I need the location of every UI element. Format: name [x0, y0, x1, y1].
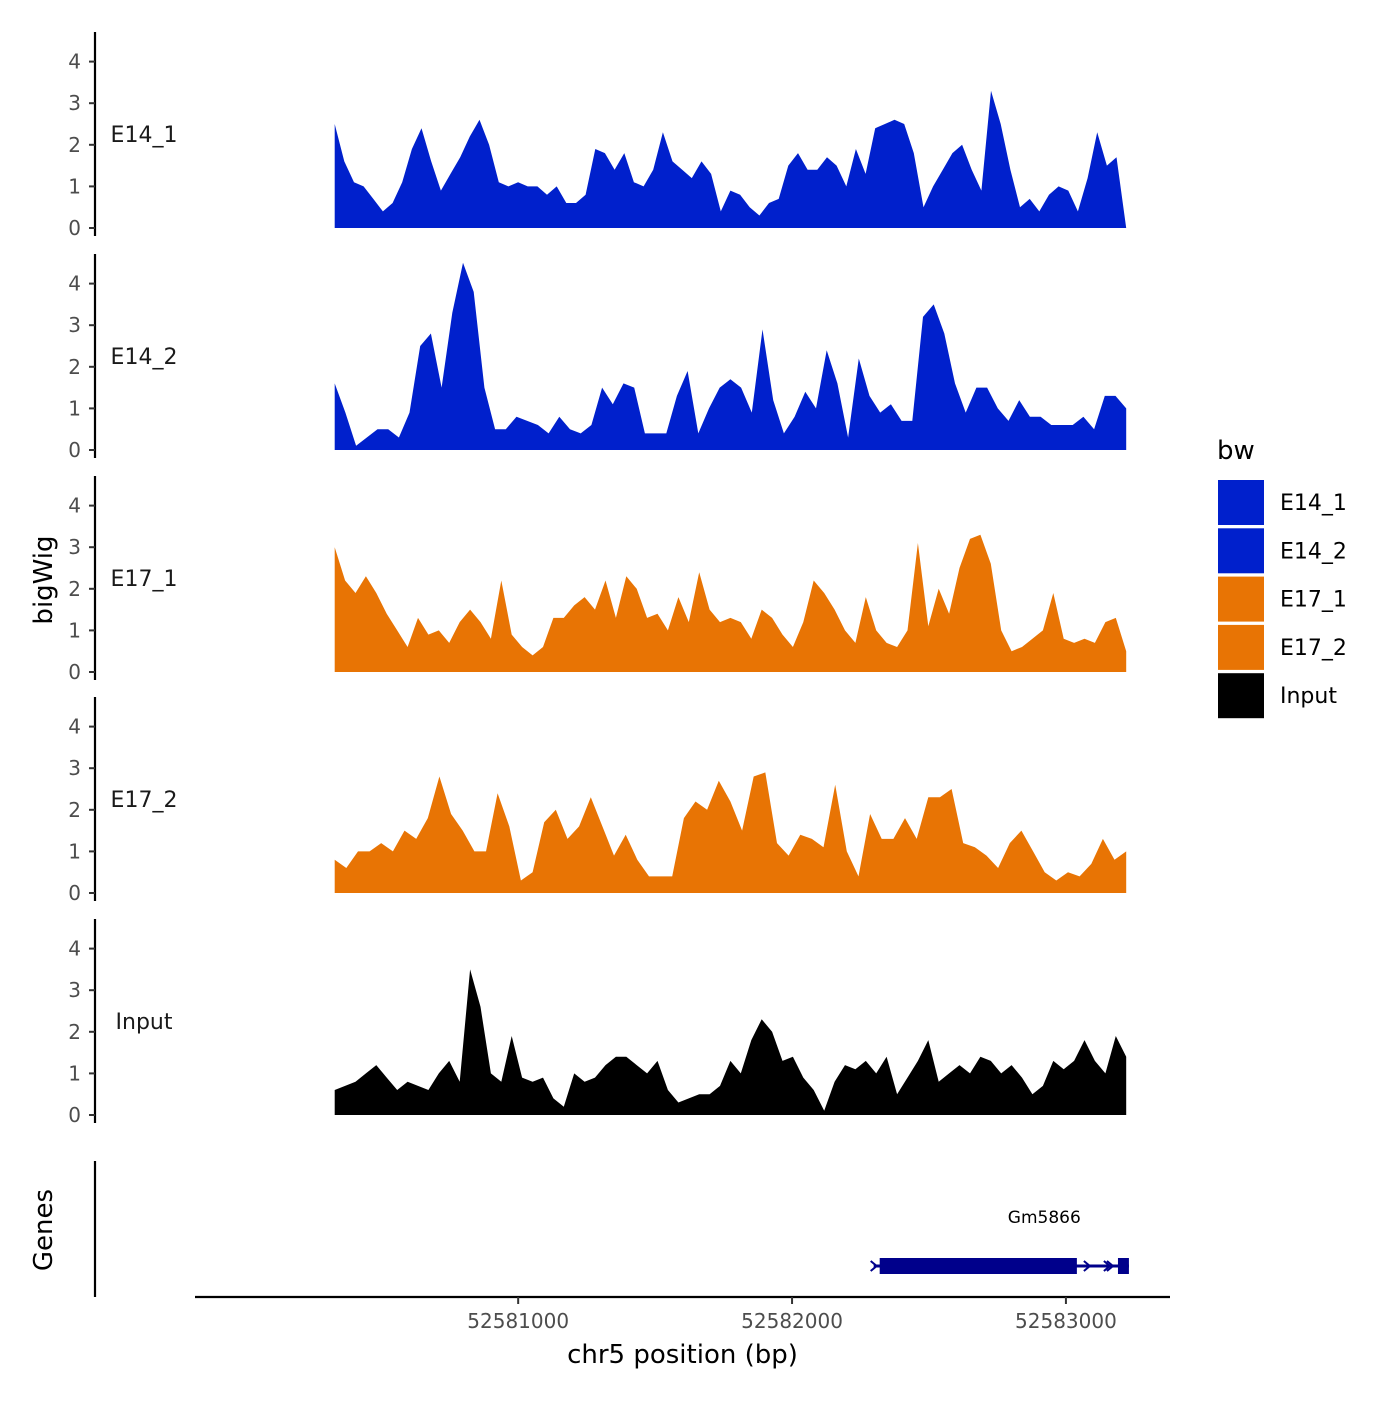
y-tick-label: 3: [68, 535, 81, 559]
coverage-area-E14_2: [334, 262, 1127, 450]
y-tick-label: 4: [68, 50, 81, 74]
y-tick-label: 2: [68, 1020, 81, 1044]
legend-item-E17_1: E17_1: [1218, 576, 1347, 622]
legend-item-Input: Input: [1218, 673, 1337, 719]
legend-label: E17_1: [1280, 588, 1347, 613]
legend-item-E14_2: E14_2: [1218, 528, 1347, 574]
y-tick-label: 1: [68, 618, 81, 642]
y-tick-label: 0: [68, 881, 81, 905]
y-tick-label: 1: [68, 839, 81, 863]
legend-item-E14_1: E14_1: [1218, 480, 1347, 525]
y-tick-label: 3: [68, 313, 81, 337]
y-tick-label: 1: [68, 396, 81, 420]
y-tick-label: 2: [68, 577, 81, 601]
y-tick-label: 0: [68, 216, 81, 240]
legend-swatch: [1218, 480, 1264, 525]
y-tick-label: 4: [68, 715, 81, 739]
gene-exon-block: [879, 1258, 1077, 1274]
track-label: E17_1: [111, 567, 178, 592]
x-axis: 52581000 52582000 52583000: [195, 1295, 1170, 1333]
y-axis-title: bigWig: [29, 535, 59, 624]
y-tick-label: 4: [68, 272, 81, 296]
gene-track: Gm5866: [93, 1161, 1129, 1297]
track-E17_1: 0 1 2 3 4 E17_1: [68, 476, 1127, 684]
x-axis-title: chr5 position (bp): [567, 1340, 798, 1370]
track-Input: 0 1 2 3 4 Input: [68, 919, 1127, 1127]
strand-arrow-icon: [870, 1260, 879, 1272]
legend-label: Input: [1280, 684, 1337, 709]
y-tick-label: 3: [68, 756, 81, 780]
legend-swatch: [1218, 624, 1264, 670]
x-tick-label: 52581000: [467, 1309, 569, 1333]
y-tick-label: 2: [68, 355, 81, 379]
y-tick-label: 3: [68, 978, 81, 1002]
genes-track-title: Genes: [29, 1189, 59, 1271]
y-tick-label: 1: [68, 1061, 81, 1085]
track-E14_1: 0 1 2 3 4 E14_1: [68, 32, 1127, 240]
y-tick-label: 2: [68, 798, 81, 822]
track-label: E14_2: [111, 345, 178, 370]
coverage-area-E14_1: [334, 90, 1127, 228]
track-label: Input: [116, 1010, 173, 1035]
gene-exon-block: [1117, 1258, 1129, 1274]
legend-item-E17_2: E17_2: [1218, 624, 1347, 670]
y-tick-label: 3: [68, 91, 81, 115]
y-tick-label: 0: [68, 438, 81, 462]
track-E17_2: 0 1 2 3 4 E17_2: [68, 697, 1127, 905]
x-tick-label: 52583000: [1015, 1309, 1117, 1333]
legend-swatch: [1218, 673, 1264, 719]
gene-name-label: Gm5866: [1008, 1208, 1081, 1228]
y-tick-label: 1: [68, 174, 81, 198]
coverage-area-E17_2: [334, 772, 1127, 893]
strand-arrow-icon: [1083, 1260, 1092, 1272]
legend-title: bw: [1217, 436, 1255, 466]
strand-arrow-icon: [1106, 1260, 1115, 1272]
coverage-area-E17_1: [334, 534, 1127, 672]
x-tick-label: 52582000: [741, 1309, 843, 1333]
legend-label: E14_2: [1280, 539, 1347, 564]
y-tick-label: 4: [68, 937, 81, 961]
legend-label: E17_2: [1280, 636, 1347, 661]
legend: bw E14_1 E14_2 E17_1 E17_2 Input: [1217, 436, 1347, 719]
y-tick-label: 0: [68, 660, 81, 684]
legend-label: E14_1: [1280, 491, 1347, 516]
track-label: E17_2: [111, 788, 178, 813]
track-E14_2: 0 1 2 3 4 E14_2: [68, 254, 1127, 462]
coverage-area-Input: [334, 969, 1127, 1115]
y-tick-label: 0: [68, 1103, 81, 1127]
y-tick-label: 4: [68, 494, 81, 518]
track-label: E14_1: [111, 123, 178, 148]
legend-swatch: [1218, 576, 1264, 622]
strand-arrow-icon: [1103, 1260, 1112, 1272]
y-tick-label: 2: [68, 133, 81, 157]
legend-swatch: [1218, 528, 1264, 574]
coverage-tracks: 0 1 2 3 4 E14_1 0 1 2 3 4 E14_2 0 1 2 3 4 E17_1 0 1 2 3 4 E17_2…: [68, 32, 1127, 1127]
